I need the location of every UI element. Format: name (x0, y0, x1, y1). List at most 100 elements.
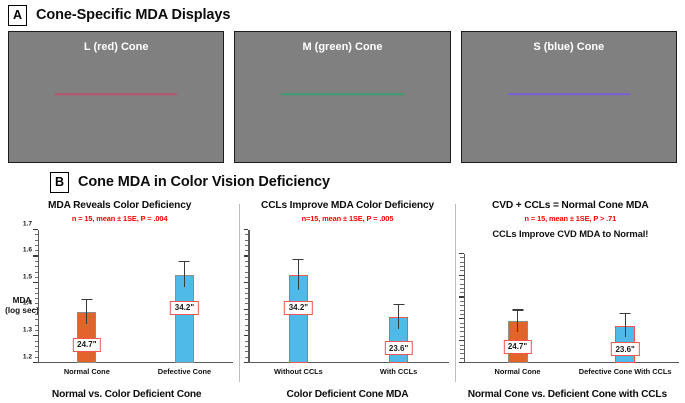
y-tick (243, 228, 249, 230)
x-tick-label-1: Normal Cone (494, 367, 541, 376)
y-axis-title-line1: MDA (12, 296, 32, 305)
error-cap-top-1 (292, 258, 304, 260)
y-tick (460, 348, 464, 350)
chart-3-plot-area: 24.7" Normal Cone 23.6" Defective Cone With… (459, 252, 679, 376)
error-cap-top-2 (178, 260, 190, 262)
y-tick-label: 1.2 (22, 353, 32, 360)
display-label-m-cone: M (green) Cone (302, 41, 383, 53)
charts-row: MDA Reveals Color Deficiency n = 15, mea… (0, 200, 685, 403)
y-tick (459, 340, 464, 342)
chart-2-title: CCLs Improve MDA Color Deficiency (260, 200, 434, 211)
y-tick (34, 271, 38, 273)
y-tick (244, 287, 249, 289)
chart-1-plot-area: 1.2 1.3 1.4 1.5 1.6 1.7 24.7" Normal Cone 34.2"… (23, 220, 234, 376)
value-label-1: 24.7" (503, 339, 532, 354)
error-cap-top-2 (393, 303, 405, 306)
panel-b-title: Cone MDA in Color Vision Deficiency (78, 174, 330, 191)
y-tick (460, 257, 464, 259)
stimulus-line-l-cone (55, 93, 178, 96)
chart-2-x-axis-title: Color Deficient Cone MDA (286, 389, 409, 400)
y-tick (34, 319, 38, 321)
y-tick (244, 266, 249, 268)
y-tick (34, 314, 38, 316)
y-tick (243, 282, 249, 284)
y-tick (243, 255, 249, 257)
y-tick (244, 346, 249, 348)
y-tick (244, 292, 249, 294)
chart-2-y-axis (248, 230, 250, 363)
chart-2-titles: CCLs Improve MDA Color Deficiency n=15, … (240, 200, 454, 224)
y-tick (244, 298, 249, 300)
y-tick (244, 276, 249, 278)
y-tick (460, 322, 464, 324)
y-tick (33, 228, 38, 230)
y-tick (33, 335, 38, 337)
chart-3-subtitle: n = 15, mean ± 1SE, P > .71 (524, 214, 617, 223)
y-tick (244, 271, 249, 273)
chart-2-plot-area: 34.2" Without CCLs 23.6" With CCLs (243, 228, 449, 376)
y-tick (34, 266, 38, 268)
y-tick (244, 314, 249, 316)
error-bar-1 (516, 310, 519, 332)
y-tick (459, 361, 464, 363)
y-tick (244, 303, 249, 305)
y-tick-label: 1.7 (22, 220, 32, 227)
display-box-l-cone: L (red) Cone (8, 31, 225, 163)
stimulus-line-m-cone (281, 93, 404, 96)
y-tick (33, 255, 38, 257)
y-tick (34, 239, 38, 241)
y-tick (459, 252, 464, 254)
y-tick (460, 300, 464, 302)
y-tick (460, 279, 464, 281)
x-tick-label-1: Normal Cone (63, 367, 110, 376)
y-tick (34, 340, 38, 342)
y-tick (34, 250, 38, 252)
y-tick (460, 287, 464, 289)
error-bar-2 (397, 305, 400, 330)
error-cap-top-1 (512, 309, 523, 311)
display-label-s-cone: S (blue) Cone (533, 41, 605, 53)
y-tick (34, 330, 38, 332)
x-tick-label-1: Without CCLs (273, 367, 323, 376)
y-tick (244, 319, 249, 321)
x-tick-label-2: Defective Cone With CCLs (578, 367, 672, 376)
chart-3-title: CVD + CCLs = Normal Cone MDA (492, 200, 649, 211)
bar-2 (174, 274, 194, 363)
y-tick (243, 308, 249, 310)
y-tick (460, 331, 464, 333)
chart-1-bars: 24.7" Normal Cone 34.2" Defective Cone (38, 230, 233, 376)
y-tick (460, 314, 464, 316)
panel-a-header: A Cone-Specific MDA Displays (8, 5, 230, 26)
y-tick (244, 324, 249, 326)
chart-1-y-axis (38, 230, 40, 363)
y-tick-label: 1.6 (22, 246, 32, 254)
y-tick (34, 287, 38, 289)
y-tick (34, 298, 38, 300)
y-axis-title: MDA (log sec) (0, 296, 44, 316)
chart-block-2: CCLs Improve MDA Color Deficiency n=15, … (240, 200, 454, 403)
y-tick (34, 346, 38, 348)
y-tick (460, 305, 464, 307)
y-tick (244, 250, 249, 252)
y-axis-title-line2: (log sec) (5, 306, 39, 315)
y-tick (244, 244, 249, 246)
y-tick (460, 292, 464, 294)
panel-b-header: B Cone MDA in Color Vision Deficiency (50, 172, 330, 193)
display-box-s-cone: S (blue) Cone (460, 31, 677, 163)
y-tick (460, 309, 464, 311)
y-tick (460, 327, 464, 329)
chart-separator-2 (454, 204, 456, 382)
y-tick (244, 234, 249, 236)
chart-2-subtitle: n=15, mean ± 1SE, P = .005 (301, 214, 394, 223)
chart-3-x-axis-title: Normal Cone vs. Deficient Cone with CCLs (467, 389, 667, 400)
chart-3-titles: CVD + CCLs = Normal Cone MDA n = 15, mea… (456, 200, 685, 240)
value-label-2: 23.6" (384, 341, 413, 356)
y-tick (460, 335, 464, 337)
error-bar-1 (86, 300, 88, 324)
value-label-2: 34.2" (170, 300, 199, 315)
y-tick (34, 324, 38, 326)
y-tick (460, 357, 464, 359)
y-tick (460, 283, 464, 285)
chart-1-titles: MDA Reveals Color Deficiency n = 15, mea… (0, 200, 239, 224)
stimulus-line-s-cone (507, 93, 630, 96)
